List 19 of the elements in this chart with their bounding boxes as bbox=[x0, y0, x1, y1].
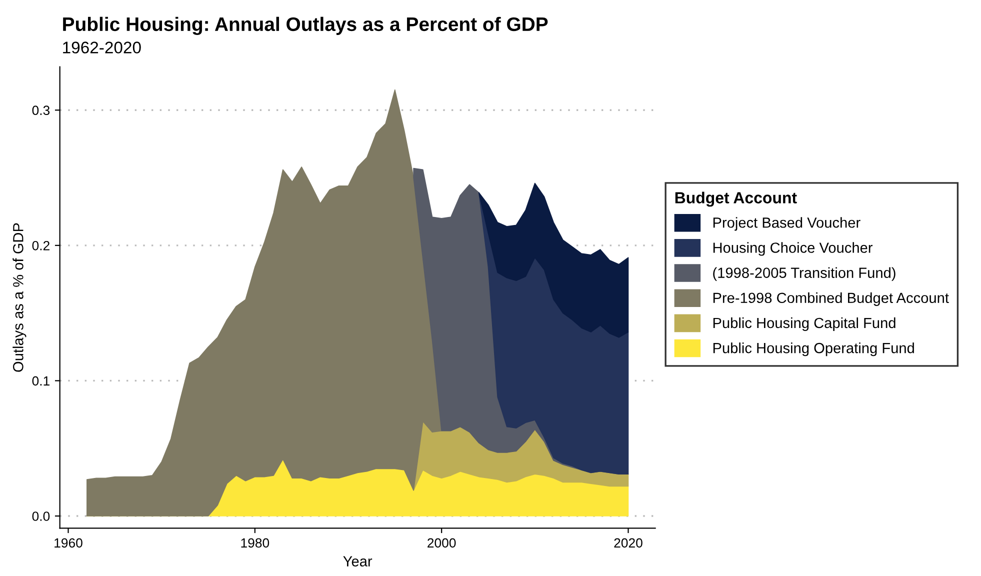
y-tick-label: 0.0 bbox=[32, 512, 50, 521]
chart-title: Public Housing: Annual Outlays as a Percent of GDP bbox=[63, 16, 548, 36]
legend-label: Project Based Voucher bbox=[713, 217, 860, 231]
legend-title: Budget Account bbox=[675, 192, 797, 207]
chart-subtitle: 1962-2020 bbox=[63, 42, 141, 54]
x-tick-label: 1960 bbox=[54, 538, 82, 548]
x-tick-label: 2020 bbox=[614, 538, 642, 548]
y-tick-label: 0.3 bbox=[32, 106, 50, 116]
legend-label: Housing Choice Voucher bbox=[713, 242, 873, 256]
y-tick-label: 0.1 bbox=[32, 376, 50, 386]
legend-label: Public Housing Capital Fund bbox=[713, 317, 896, 332]
x-axis-title: Year bbox=[343, 556, 372, 566]
y-axis-title: Outlays as a % of GDP bbox=[12, 223, 26, 372]
legend-label: (1998-2005 Transition Fund) bbox=[713, 267, 896, 281]
x-tick-label: 1980 bbox=[241, 538, 270, 548]
legend-label: Pre-1998 Combined Budget Account bbox=[713, 292, 949, 306]
x-tick-label: 2000 bbox=[428, 538, 456, 548]
legend-label: Public Housing Operating Fund bbox=[713, 342, 914, 356]
y-tick-label: 0.2 bbox=[32, 240, 50, 250]
